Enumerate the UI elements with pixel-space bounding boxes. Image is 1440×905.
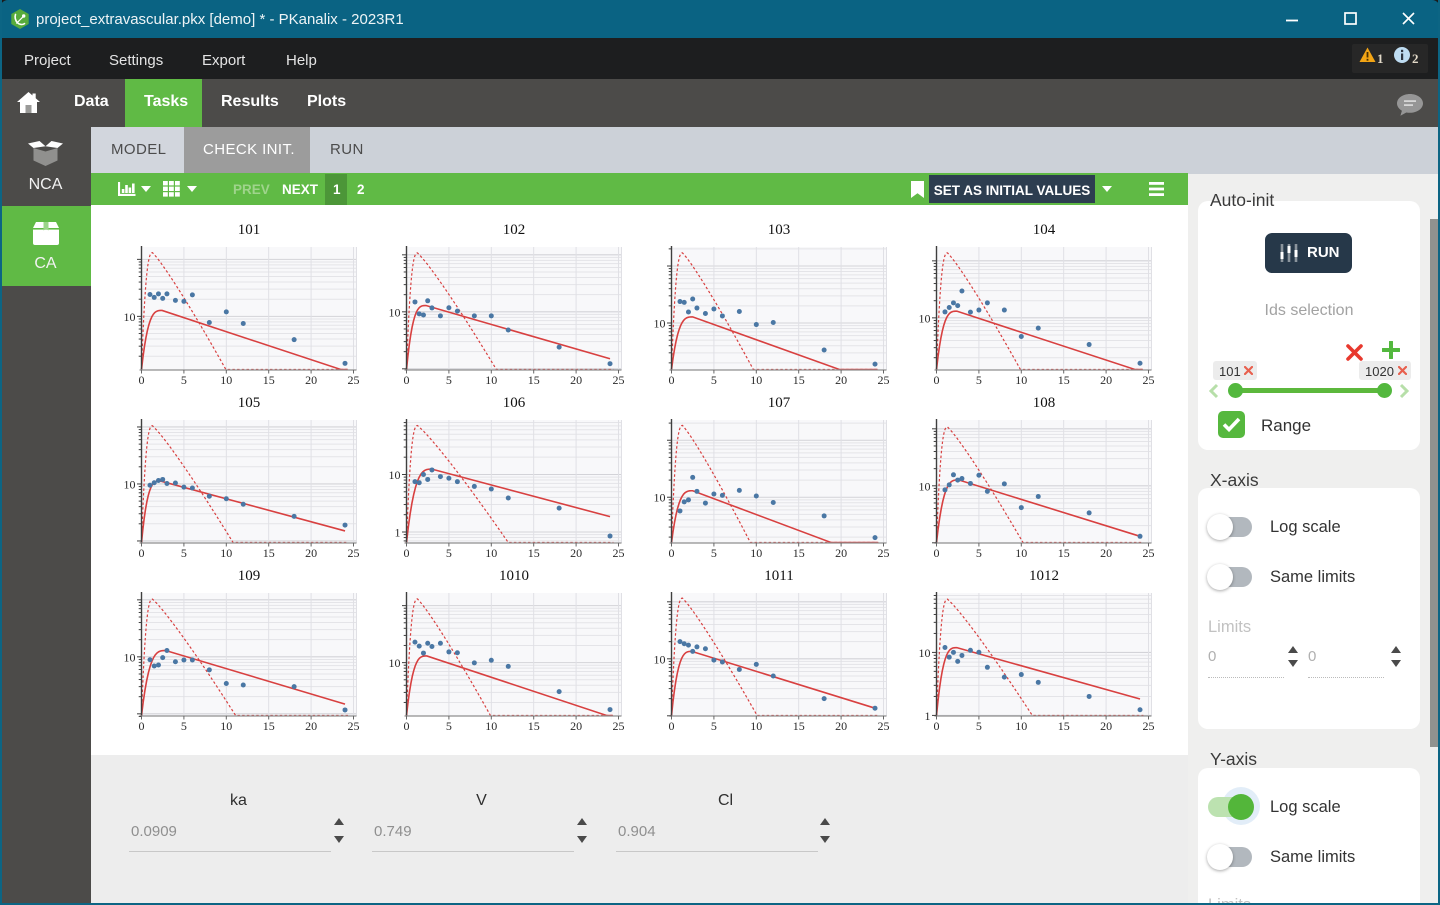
svg-text:25: 25 (348, 373, 360, 387)
svg-text:25: 25 (878, 373, 890, 387)
svg-text:10: 10 (485, 719, 497, 733)
svg-text:0: 0 (669, 373, 675, 387)
svg-text:25: 25 (613, 546, 625, 560)
svg-text:10: 10 (919, 479, 931, 493)
svg-text:102: 102 (503, 222, 526, 238)
svg-text:5: 5 (711, 719, 717, 733)
svg-text:5: 5 (976, 373, 982, 387)
svg-text:0: 0 (934, 373, 940, 387)
svg-text:15: 15 (793, 719, 805, 733)
svg-text:5: 5 (446, 546, 452, 560)
svg-text:20: 20 (570, 373, 582, 387)
svg-text:10: 10 (389, 468, 401, 482)
svg-text:5: 5 (446, 719, 452, 733)
svg-text:105: 105 (238, 395, 261, 411)
svg-text:25: 25 (348, 719, 360, 733)
svg-text:5: 5 (711, 546, 717, 560)
svg-text:20: 20 (1100, 546, 1112, 560)
svg-text:10: 10 (1015, 719, 1027, 733)
svg-text:15: 15 (793, 373, 805, 387)
svg-text:1011: 1011 (764, 568, 793, 584)
svg-text:25: 25 (1143, 546, 1155, 560)
svg-text:10: 10 (389, 656, 401, 670)
svg-text:103: 103 (768, 222, 791, 238)
svg-text:20: 20 (835, 546, 847, 560)
svg-text:104: 104 (1033, 222, 1056, 238)
svg-text:0: 0 (404, 719, 410, 733)
svg-text:20: 20 (305, 546, 317, 560)
svg-text:5: 5 (181, 719, 187, 733)
svg-text:0: 0 (404, 546, 410, 560)
svg-text:20: 20 (1100, 373, 1112, 387)
svg-text:0: 0 (934, 546, 940, 560)
svg-text:25: 25 (1143, 373, 1155, 387)
svg-text:15: 15 (528, 546, 540, 560)
svg-text:10: 10 (750, 719, 762, 733)
svg-text:20: 20 (1100, 719, 1112, 733)
svg-text:15: 15 (1058, 546, 1070, 560)
svg-text:5: 5 (181, 373, 187, 387)
svg-text:25: 25 (613, 373, 625, 387)
svg-text:20: 20 (305, 373, 317, 387)
svg-text:10: 10 (750, 373, 762, 387)
svg-text:5: 5 (711, 373, 717, 387)
svg-text:10: 10 (654, 317, 666, 331)
svg-text:5: 5 (976, 719, 982, 733)
svg-text:0: 0 (934, 719, 940, 733)
svg-text:25: 25 (348, 546, 360, 560)
svg-text:20: 20 (305, 719, 317, 733)
svg-text:25: 25 (1143, 719, 1155, 733)
svg-text:10: 10 (124, 650, 136, 664)
svg-text:106: 106 (503, 395, 526, 411)
svg-text:10: 10 (654, 652, 666, 666)
svg-text:25: 25 (878, 546, 890, 560)
svg-text:10: 10 (919, 311, 931, 325)
svg-text:20: 20 (570, 546, 582, 560)
svg-text:1: 1 (925, 709, 931, 723)
svg-text:15: 15 (1058, 719, 1070, 733)
svg-text:10: 10 (1015, 373, 1027, 387)
svg-text:5: 5 (181, 546, 187, 560)
svg-text:0: 0 (139, 373, 145, 387)
svg-text:108: 108 (1033, 395, 1056, 411)
svg-text:0: 0 (669, 719, 675, 733)
svg-text:15: 15 (528, 373, 540, 387)
svg-text:109: 109 (238, 568, 261, 584)
svg-text:1010: 1010 (499, 568, 529, 584)
svg-text:101: 101 (238, 222, 261, 238)
svg-text:10: 10 (220, 719, 232, 733)
svg-text:5: 5 (976, 546, 982, 560)
svg-text:20: 20 (835, 719, 847, 733)
svg-text:10: 10 (750, 546, 762, 560)
svg-text:10: 10 (919, 646, 931, 660)
svg-text:10: 10 (220, 546, 232, 560)
svg-text:25: 25 (878, 719, 890, 733)
svg-text:0: 0 (139, 546, 145, 560)
svg-text:10: 10 (485, 546, 497, 560)
svg-text:5: 5 (446, 373, 452, 387)
svg-text:0: 0 (139, 719, 145, 733)
svg-text:20: 20 (570, 719, 582, 733)
svg-text:10: 10 (220, 373, 232, 387)
svg-text:20: 20 (835, 373, 847, 387)
svg-text:10: 10 (1015, 546, 1027, 560)
svg-text:15: 15 (1058, 373, 1070, 387)
svg-text:10: 10 (485, 373, 497, 387)
svg-text:1: 1 (395, 525, 401, 539)
svg-text:10: 10 (124, 477, 136, 491)
svg-text:1012: 1012 (1029, 568, 1059, 584)
svg-text:10: 10 (389, 305, 401, 319)
svg-text:25: 25 (613, 719, 625, 733)
svg-text:15: 15 (263, 373, 275, 387)
svg-text:15: 15 (263, 546, 275, 560)
svg-text:15: 15 (793, 546, 805, 560)
svg-text:15: 15 (528, 719, 540, 733)
svg-text:10: 10 (654, 491, 666, 505)
svg-text:0: 0 (669, 546, 675, 560)
svg-text:107: 107 (768, 395, 791, 411)
svg-text:15: 15 (263, 719, 275, 733)
svg-text:0: 0 (404, 373, 410, 387)
svg-text:10: 10 (124, 310, 136, 324)
